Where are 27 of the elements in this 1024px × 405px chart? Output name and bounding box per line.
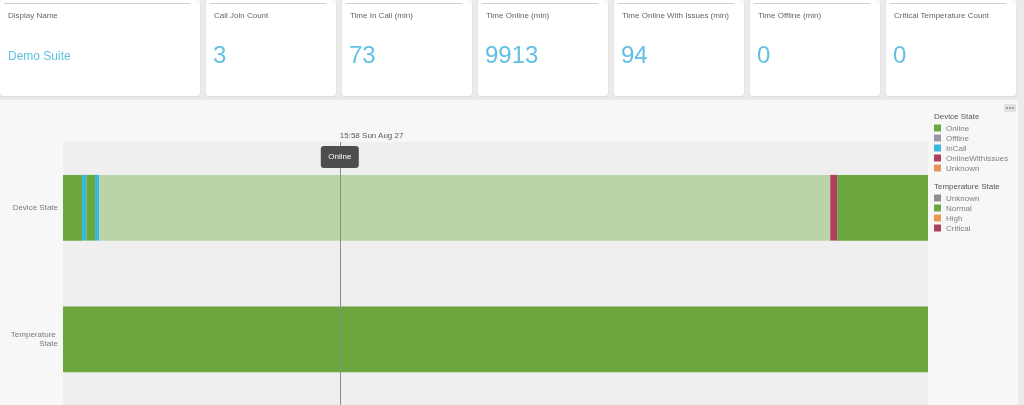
legend-label: Unknown [946,163,980,173]
text: 9913 [485,41,539,68]
category-label: Time In Call (min) [350,11,413,20]
legend-label: High [946,213,963,223]
legend-label: Normal [946,203,972,213]
legend-label: Unknown [946,193,980,203]
category-label: Time Offline (min) [758,11,822,20]
category-label: Call Join Count [214,11,269,20]
text: 73 [349,41,376,68]
category-label: Critical Temperature Count [894,11,990,20]
text: 0 [757,41,771,68]
category-label: Temperature State [934,181,1000,191]
category-label: Device State [934,111,980,121]
text: Demo Suite [8,49,71,63]
legend-label: Critical [946,223,971,233]
category-label: Display Name [8,11,58,20]
category-label: Time Online With Issues (min) [622,11,729,20]
legend-label: Offline [946,133,970,143]
text: 15:58 Sun Aug 27 [339,130,404,140]
text: 3 [213,41,227,68]
text: 94 [621,41,648,68]
legend-label: OnlineWithIssues [946,153,1009,163]
category-label: Time Online (min) [486,11,550,20]
annotation: Online [328,152,352,162]
legend-label: InCall [946,143,967,153]
legend-label: Online [946,123,970,133]
text: 0 [893,41,907,68]
